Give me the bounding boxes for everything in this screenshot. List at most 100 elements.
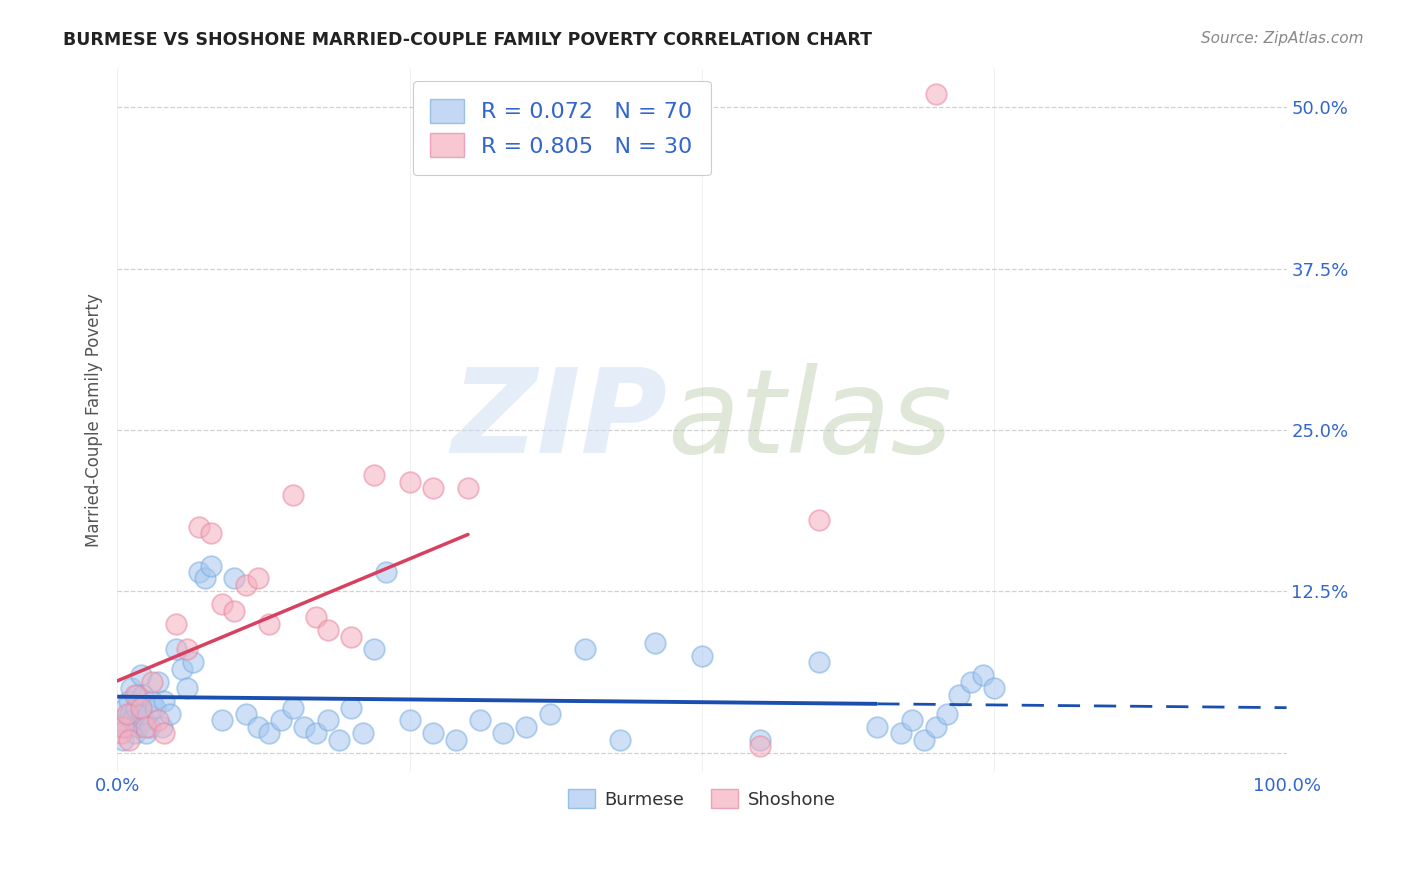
Point [749, 732, 772, 747]
Point [132, 688, 155, 702]
Point [181, 656, 204, 670]
Point [118, 732, 141, 747]
Point [211, 714, 233, 728]
Point [150, 720, 173, 734]
Point [129, 668, 152, 682]
Point [807, 513, 830, 527]
Point [131, 706, 153, 721]
Point [170, 662, 193, 676]
Point [574, 642, 596, 657]
Text: ZIP: ZIP [451, 363, 666, 478]
Point [235, 706, 257, 721]
Point [538, 706, 561, 721]
Point [352, 726, 374, 740]
Point [136, 706, 159, 721]
Point [305, 610, 328, 624]
Point [200, 558, 222, 573]
Point [890, 726, 912, 740]
Point [422, 726, 444, 740]
Point [135, 720, 157, 734]
Point [609, 732, 631, 747]
Point [468, 714, 491, 728]
Point [124, 688, 146, 702]
Point [690, 648, 713, 663]
Point [153, 694, 176, 708]
Point [120, 681, 142, 695]
Point [644, 636, 666, 650]
Point [281, 700, 304, 714]
Point [270, 714, 292, 728]
Point [165, 642, 187, 657]
Point [363, 468, 385, 483]
Point [124, 726, 146, 740]
Point [112, 720, 135, 734]
Point [960, 674, 983, 689]
Point [127, 720, 149, 734]
Point [159, 706, 181, 721]
Point [925, 720, 948, 734]
Point [515, 720, 537, 734]
Point [305, 726, 328, 740]
Point [246, 720, 269, 734]
Point [121, 714, 143, 728]
Point [188, 565, 211, 579]
Point [901, 714, 924, 728]
Point [340, 630, 363, 644]
Point [112, 732, 135, 747]
Point [972, 668, 994, 682]
Point [141, 674, 163, 689]
Point [983, 681, 1005, 695]
Point [125, 688, 148, 702]
Point [235, 578, 257, 592]
Point [188, 520, 211, 534]
Point [936, 706, 959, 721]
Point [257, 616, 280, 631]
Text: BURMESE VS SHOSHONE MARRIED-COUPLE FAMILY POVERTY CORRELATION CHART: BURMESE VS SHOSHONE MARRIED-COUPLE FAMIL… [63, 31, 872, 49]
Text: Source: ZipAtlas.com: Source: ZipAtlas.com [1201, 31, 1364, 46]
Point [118, 694, 141, 708]
Point [176, 642, 198, 657]
Point [292, 720, 315, 734]
Point [146, 674, 169, 689]
Point [165, 616, 187, 631]
Point [132, 714, 155, 728]
Point [749, 739, 772, 754]
Point [143, 700, 166, 714]
Point [328, 732, 350, 747]
Point [281, 487, 304, 501]
Point [129, 700, 152, 714]
Point [925, 87, 948, 102]
Point [375, 565, 398, 579]
Point [110, 726, 132, 740]
Point [807, 656, 830, 670]
Point [200, 526, 222, 541]
Point [115, 706, 138, 721]
Point [153, 726, 176, 740]
Text: atlas: atlas [666, 363, 952, 477]
Point [866, 720, 889, 734]
Point [141, 694, 163, 708]
Point [422, 481, 444, 495]
Legend: Burmese, Shoshone: Burmese, Shoshone [561, 781, 842, 816]
Point [446, 732, 468, 747]
Point [492, 726, 515, 740]
Point [110, 714, 132, 728]
Point [948, 688, 970, 702]
Point [340, 700, 363, 714]
Point [176, 681, 198, 695]
Point [246, 571, 269, 585]
Point [224, 604, 246, 618]
Point [211, 597, 233, 611]
Point [257, 726, 280, 740]
Point [224, 571, 246, 585]
Point [125, 700, 148, 714]
Point [135, 726, 157, 740]
Point [457, 481, 479, 495]
Point [316, 714, 339, 728]
Point [316, 623, 339, 637]
Y-axis label: Married-Couple Family Poverty: Married-Couple Family Poverty [86, 293, 103, 547]
Point [114, 700, 136, 714]
Point [115, 720, 138, 734]
Point [139, 720, 162, 734]
Point [912, 732, 935, 747]
